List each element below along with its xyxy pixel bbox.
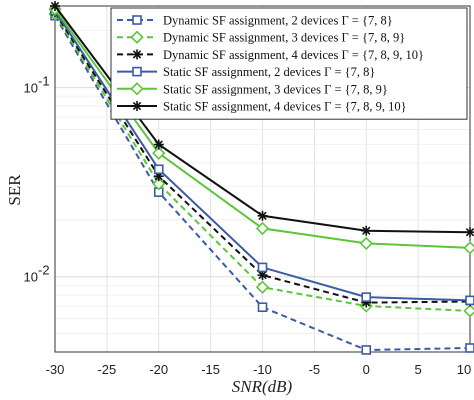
legend: Dynamic SF assignment, 2 devices Γ = {7,… [110,7,468,120]
legend-label: Dynamic SF assignment, 2 devices Γ = {7,… [163,14,393,28]
y-tick-exponent: -2 [38,263,50,278]
diamond-marker [130,30,144,44]
star-marker [132,49,142,60]
square-marker [132,66,142,77]
star-marker-stroke [132,101,142,111]
legend-entry: Dynamic SF assignment, 3 devices Γ = {7,… [117,30,405,45]
legend-label: Dynamic SF assignment, 3 devices Γ = {7,… [163,31,405,45]
legend-label: Dynamic SF assignment, 4 devices Γ = {7,… [163,48,424,62]
star-marker [465,227,474,238]
star-marker-stroke [154,140,163,149]
star-marker-stroke [258,211,267,220]
plot-area-frame [54,5,471,353]
square-marker [361,292,372,302]
y-tick-label: 10 [24,270,38,285]
star-marker [361,225,372,236]
y-tick-label: 10 [24,81,38,96]
diamond-marker [255,221,270,236]
star-marker-stroke [465,228,474,237]
square-marker [132,15,142,25]
y-tick-exponent: -1 [38,74,50,89]
x-tick-label: -15 [201,362,220,377]
star-marker-stroke [50,1,60,11]
star-marker-stroke [258,270,267,280]
diamond-marker [463,241,474,255]
x-tick-label: -25 [97,362,116,377]
diamond-marker [152,177,166,191]
diamond-marker [152,146,166,160]
star-marker-stroke [132,50,142,59]
legend-label: Static SF assignment, 3 devices Γ = {7, … [163,82,388,96]
diamond-marker [359,236,373,251]
star-marker [153,139,164,150]
x-tick-label: -5 [309,362,321,377]
square-marker [465,343,474,353]
legend-entry: Dynamic SF assignment, 2 devices Γ = {7,… [117,14,393,28]
star-marker [132,101,142,111]
square-marker [361,345,372,355]
legend-label: Static SF assignment, 4 devices Γ = {7, … [163,100,407,114]
star-marker [50,1,60,11]
star-marker-stroke [362,226,371,235]
x-tick-label: 0 [363,362,370,377]
diamond-marker [130,82,144,96]
legend-entry: Static SF assignment, 2 devices Γ = {7, … [117,65,375,79]
x-tick-label: -20 [149,362,168,377]
x-tick-label: -30 [46,362,65,377]
diamond-marker [255,280,270,294]
square-marker [465,295,474,306]
legend-entry: Static SF assignment, 4 devices Γ = {7, … [117,100,407,114]
x-tick-label: -10 [253,362,272,377]
legend-box [110,7,468,120]
y-axis-label: SER [5,174,24,206]
diamond-marker [463,304,474,318]
x-tick-label: 5 [415,362,422,377]
legend-label: Static SF assignment, 2 devices Γ = {7, … [163,65,375,79]
x-axis-label: SNR(dB) [232,377,293,396]
x-tick-label: 10 [457,362,471,377]
square-marker [153,164,164,175]
square-marker [257,302,268,313]
legend-entry: Dynamic SF assignment, 4 devices Γ = {7,… [117,48,424,62]
star-marker [257,210,268,221]
legend-entry: Static SF assignment, 3 devices Γ = {7, … [117,82,388,96]
square-marker [257,262,268,273]
